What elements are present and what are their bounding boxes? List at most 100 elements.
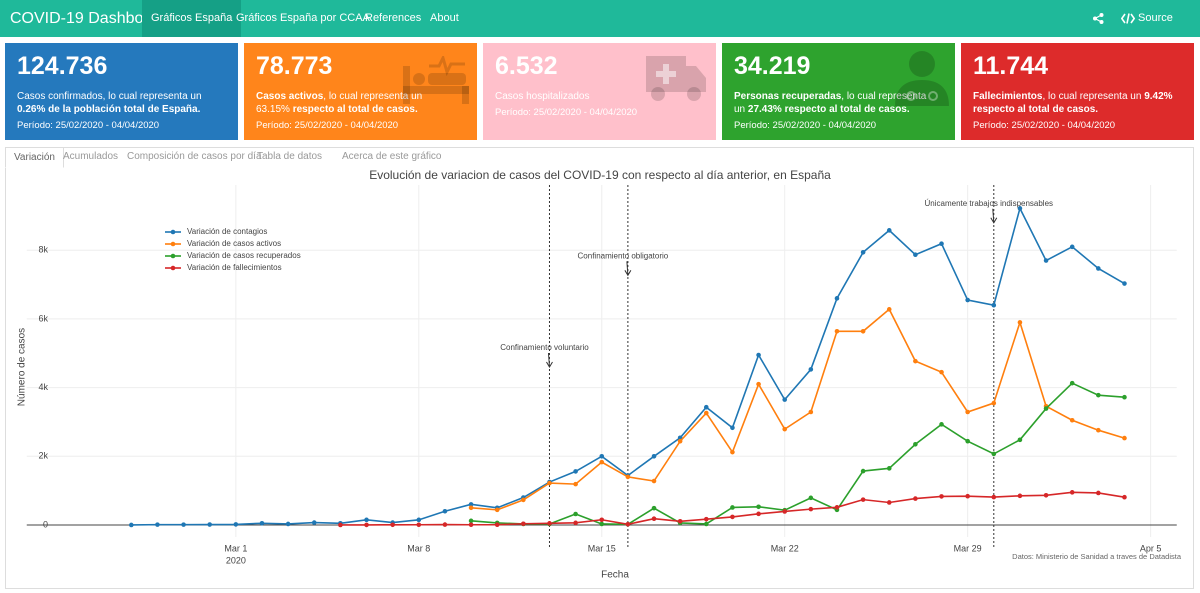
x-tick-label: Mar 22	[771, 543, 799, 553]
data-point	[390, 522, 395, 528]
chart: Evolución de variacion de casos del COVI…	[17, 168, 1182, 580]
legend-marker	[170, 229, 176, 235]
data-point	[521, 521, 526, 527]
data-point	[730, 505, 735, 510]
data-point	[939, 422, 944, 427]
data-point	[1017, 493, 1023, 499]
data-point	[625, 474, 631, 480]
value-box-description: Casos hospitalizados	[495, 90, 695, 103]
data-point	[599, 521, 605, 527]
annotation-arrow	[624, 261, 632, 277]
share-icon[interactable]	[1093, 13, 1104, 24]
code-icon	[1121, 13, 1135, 24]
value-box-number: 124.736	[17, 52, 108, 80]
data-point	[233, 522, 239, 527]
data-point	[939, 494, 944, 499]
description-part: , lo cual representa un	[1042, 91, 1145, 102]
data-point	[782, 509, 788, 514]
value-box-period: Período: 25/02/2020 - 04/04/2020	[256, 120, 399, 131]
ambulance-icon	[646, 56, 706, 101]
value-box: 11.744 Fallecimientos, lo cual representa…	[961, 43, 1194, 140]
description-part: , lo cual representa un	[734, 91, 927, 115]
data-point	[1122, 435, 1127, 441]
description-part: , lo cual representa un 63.15%	[256, 91, 423, 115]
data-point	[756, 352, 761, 358]
x-tick-label: Mar 8	[407, 543, 430, 553]
series-line	[471, 308, 1125, 511]
data-point	[128, 522, 134, 528]
y-tick-label: 2k	[38, 451, 48, 461]
value-box-description: Casos confirmados, lo cual representa un…	[17, 90, 217, 116]
value-box-period: Período: 25/02/2020 - 04/04/2020	[734, 120, 877, 131]
data-point	[599, 517, 605, 523]
legend-marker	[170, 265, 176, 271]
value-box-number: 6.532	[495, 52, 558, 80]
tab[interactable]: Variación	[5, 147, 64, 168]
tab[interactable]: Tabla de datos	[257, 151, 323, 162]
data-point	[808, 495, 814, 501]
value-box-number: 34.219	[734, 52, 811, 80]
data-point	[965, 493, 970, 499]
data-point	[1043, 493, 1049, 498]
x-tick-label: Apr 5	[1140, 543, 1162, 553]
data-point	[913, 252, 918, 258]
data-point	[207, 522, 213, 527]
data-point	[703, 404, 709, 410]
data-point	[599, 453, 605, 459]
nav-item[interactable]: Gráficos España por CCAA	[236, 12, 370, 24]
data-point	[913, 358, 918, 364]
data-point	[991, 451, 997, 457]
data-point	[1017, 206, 1023, 211]
data-point	[730, 425, 735, 431]
description-part: respecto al total de casos.	[973, 104, 1099, 115]
data-point	[756, 381, 761, 387]
data-point	[468, 505, 474, 511]
value-box: 78.773 Casos activos, lo cual representa …	[244, 43, 477, 140]
data-point	[886, 307, 892, 312]
data-point	[808, 409, 814, 415]
data-point	[573, 511, 578, 517]
value-box: 124.736 Casos confirmados, lo cual repres…	[5, 43, 238, 140]
nav-item[interactable]: Gráficos España	[142, 0, 242, 37]
data-point	[573, 520, 578, 526]
description-part: 0.26% de la población total de España.	[17, 104, 201, 115]
description-part: 9.42%	[1144, 91, 1173, 102]
chart-panel	[5, 147, 1194, 589]
legend-marker	[170, 241, 176, 247]
annotation-text: Confinamiento voluntario	[500, 343, 589, 352]
data-point	[1096, 427, 1101, 433]
data-point	[886, 466, 892, 471]
chart-title: Evolución de variacion de casos del COVI…	[369, 168, 831, 182]
data-point	[311, 520, 317, 525]
brand[interactable]: COVID-19 Dashboard	[10, 10, 167, 27]
tab[interactable]: Acumulados	[63, 151, 119, 162]
nav-item[interactable]: About	[430, 12, 459, 24]
data-point	[468, 522, 474, 528]
navbar: COVID-19 Dashboard Gráficos España Gráfi…	[0, 0, 1200, 61]
data-point	[886, 500, 892, 505]
data-point	[991, 494, 997, 500]
x-tick-year: 2020	[226, 555, 246, 565]
tab[interactable]: Composición de casos por día	[127, 151, 262, 162]
series-line	[471, 382, 1125, 526]
data-point	[677, 519, 683, 524]
data-point	[416, 517, 422, 523]
data-point	[494, 522, 500, 528]
data-point	[651, 453, 657, 459]
data-point	[573, 469, 578, 474]
value-box: 34.219 Personas recuperadas, lo cual repr…	[722, 43, 955, 140]
y-axis-label: Número de casos	[17, 328, 28, 406]
nav-item[interactable]: References	[365, 12, 422, 24]
data-point	[1043, 406, 1049, 411]
x-tick-label: Mar 29	[954, 543, 982, 553]
data-point	[913, 441, 918, 447]
tab[interactable]: Acerca de este gráfico	[342, 151, 442, 162]
value-box-number: 78.773	[256, 52, 333, 80]
data-point	[442, 522, 448, 527]
data-point	[259, 520, 265, 526]
value-box-period: Período: 25/02/2020 - 04/04/2020	[973, 120, 1116, 131]
value-box-description: Fallecimientos, lo cual representa un 9.…	[973, 90, 1173, 116]
x-tick-label: Mar 1	[224, 543, 247, 553]
description-part: Casos hospitalizados	[495, 91, 590, 102]
description-part: Personas recuperadas	[734, 91, 842, 102]
